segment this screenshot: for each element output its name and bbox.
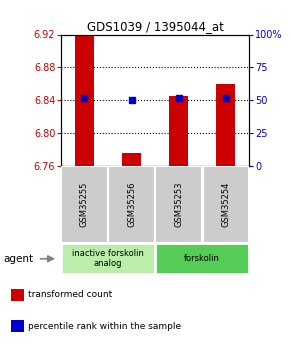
- Text: forskolin: forskolin: [184, 254, 220, 263]
- Text: inactive forskolin
analog: inactive forskolin analog: [72, 249, 144, 268]
- Bar: [11, 321, 24, 332]
- Text: transformed count: transformed count: [28, 290, 112, 299]
- Title: GDS1039 / 1395044_at: GDS1039 / 1395044_at: [87, 20, 224, 33]
- Text: GSM35253: GSM35253: [174, 182, 183, 227]
- Bar: [202, 166, 249, 243]
- Bar: [75, 35, 94, 166]
- Text: GSM35255: GSM35255: [80, 182, 89, 227]
- Bar: [155, 166, 202, 243]
- Bar: [155, 243, 249, 274]
- Text: GSM35254: GSM35254: [221, 182, 230, 227]
- Bar: [122, 153, 141, 166]
- Bar: [169, 96, 188, 166]
- Bar: [108, 166, 155, 243]
- Bar: [61, 166, 108, 243]
- Bar: [61, 243, 155, 274]
- Text: percentile rank within the sample: percentile rank within the sample: [28, 322, 181, 331]
- Bar: [216, 84, 235, 166]
- Bar: [11, 289, 24, 300]
- Text: GSM35256: GSM35256: [127, 182, 136, 227]
- Text: agent: agent: [3, 254, 33, 264]
